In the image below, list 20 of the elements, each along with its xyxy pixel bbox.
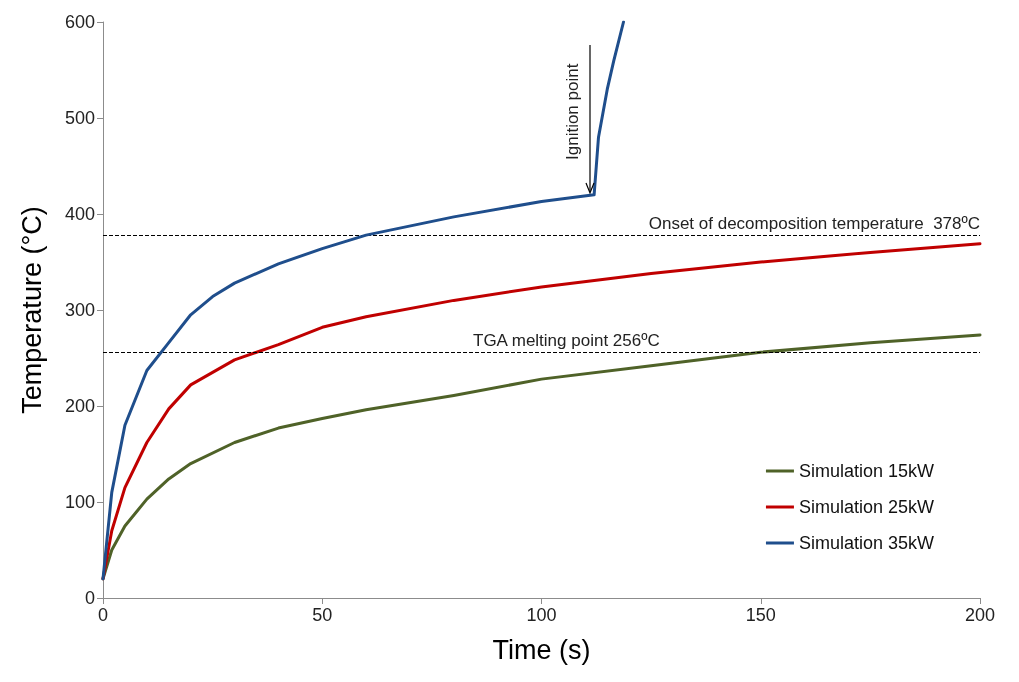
legend-label: Simulation 35kW <box>798 533 935 553</box>
legend-label: Simulation 25kW <box>798 497 935 517</box>
ref-line-label: TGA melting point 256ºC <box>473 331 660 351</box>
y-tick-label: 500 <box>64 108 95 128</box>
ref-line-label: Onset of decomposition temperature 378ºC <box>648 214 980 234</box>
y-tick-label: 200 <box>64 396 95 416</box>
x-axis-title: Time (s) <box>492 634 591 665</box>
x-tick-label: 50 <box>312 605 333 625</box>
x-tick-label: 150 <box>745 605 776 625</box>
x-tick-label: 0 <box>97 605 109 625</box>
annotation: Ignition point <box>562 63 583 160</box>
y-tick-label: 300 <box>64 300 95 320</box>
y-tick-label: 0 <box>84 588 95 608</box>
y-axis-title: Temperature (°C) <box>16 206 47 414</box>
x-tick-label: 200 <box>964 605 996 625</box>
y-tick-label: 400 <box>64 204 95 224</box>
legend-label: Simulation 15kW <box>798 461 935 481</box>
x-tick-label: 100 <box>526 605 557 625</box>
y-tick-label: 600 <box>64 12 95 32</box>
y-tick-label: 100 <box>64 492 95 512</box>
